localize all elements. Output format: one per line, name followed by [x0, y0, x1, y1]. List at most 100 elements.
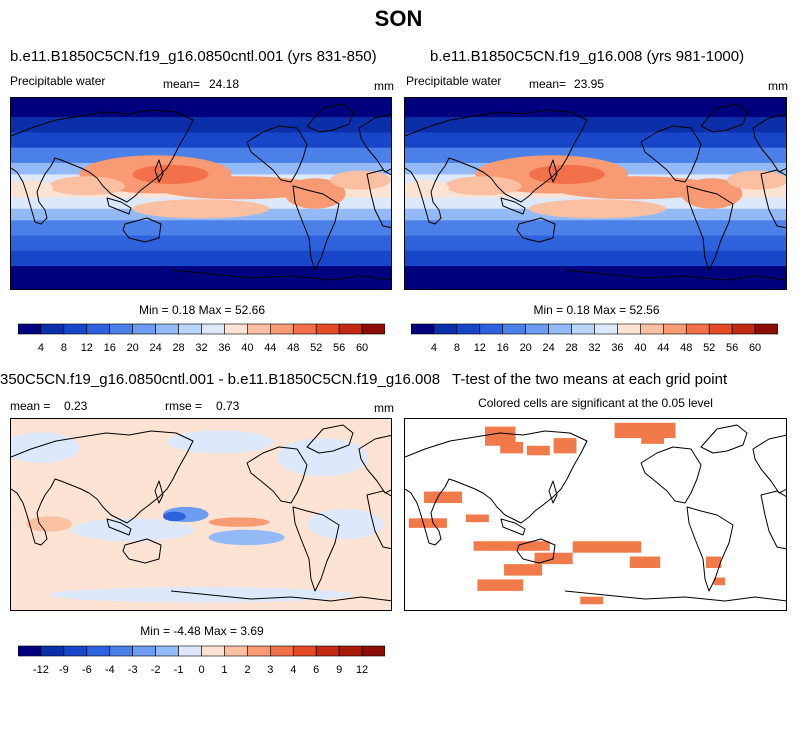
colorbar-swatch-5 — [132, 323, 156, 335]
colorbar-tick-label: 32 — [588, 342, 601, 354]
panel4-map — [404, 418, 787, 611]
field-blob-4 — [132, 199, 270, 219]
colorbar-swatch-4 — [109, 323, 133, 335]
colorbar-swatch-9 — [224, 645, 248, 657]
colorbar-tick-label: 36 — [611, 342, 624, 354]
diff-blob-2 — [277, 438, 369, 477]
colorbar-tick-label: 40 — [634, 342, 647, 354]
band-10 — [405, 235, 786, 252]
colorbar-tick-label: -4 — [104, 664, 115, 676]
significant-cell-11 — [504, 564, 543, 576]
colorbar-tick-label: -9 — [58, 664, 69, 676]
colorbar-tick-label: 56 — [726, 342, 739, 354]
panel3-units: mm — [374, 401, 394, 415]
colorbar-swatch-14 — [338, 323, 363, 335]
field-blob-3 — [445, 176, 522, 196]
diff-blob-9 — [307, 508, 384, 540]
panel3-mean-label: mean = — [10, 399, 51, 413]
colorbar-tick-label: 20 — [519, 342, 532, 354]
significant-cell-12 — [477, 579, 524, 591]
colorbar-tick-label: 52 — [310, 342, 323, 354]
colorbar-tick-label: 48 — [680, 342, 693, 354]
colorbar-swatch-0 — [17, 323, 42, 335]
colorbar-swatch-15 — [361, 645, 386, 657]
band-10 — [11, 235, 391, 252]
colorbar-swatch-10 — [247, 645, 271, 657]
colorbar-swatch-4 — [109, 645, 133, 657]
panel3-colorbar: -12 -9 -6 -4 -3 -2 -1 0 1 2 3 4 6 9 12 — [17, 644, 386, 678]
colorbar-tick-label: 24 — [542, 342, 555, 354]
panel4-header: T-test of the two means at each grid poi… — [452, 371, 728, 388]
colorbar-swatch-3 — [479, 323, 504, 335]
field-blob-2 — [528, 164, 606, 184]
colorbar-swatch-15 — [754, 323, 779, 335]
diff-blob-10 — [49, 587, 353, 603]
colorbar-tick-label: 40 — [241, 342, 254, 354]
field-blob-7 — [330, 170, 391, 190]
significant-cell-9 — [473, 541, 550, 551]
colorbar-tick-label: 8 — [453, 342, 460, 354]
diff-blob-6 — [208, 529, 285, 546]
colorbar-swatch-13 — [315, 323, 340, 335]
panel3-rmse-label: rmse = — [165, 399, 203, 413]
panel2-units: mm — [768, 79, 788, 93]
colorbar-tick-label: 12 — [473, 342, 486, 354]
colorbar-swatch-15 — [361, 323, 386, 335]
band-9 — [11, 220, 391, 237]
colorbar-swatch-5 — [525, 323, 549, 335]
band-12 — [11, 266, 391, 289]
panel1-units: mm — [374, 79, 394, 93]
colorbar-swatch-6 — [155, 323, 179, 335]
colorbar-swatch-9 — [224, 323, 248, 335]
diff-blob-1 — [166, 430, 274, 454]
colorbar-tick-label: 48 — [287, 342, 300, 354]
colorbar-swatch-10 — [640, 323, 664, 335]
significant-cell-14 — [629, 556, 661, 568]
colorbar-tick-label: 56 — [333, 342, 346, 354]
colorbar-tick-label: 28 — [565, 342, 578, 354]
colorbar-swatch-8 — [201, 645, 225, 657]
significant-cell-6 — [424, 491, 463, 504]
colorbar-swatch-8 — [201, 323, 225, 335]
figure-title: SON — [374, 6, 423, 31]
colorbar-tick-label: 6 — [313, 664, 320, 676]
colorbar-tick-label: 32 — [195, 342, 208, 354]
significant-cell-3 — [553, 438, 577, 454]
colorbar-tick-label: 60 — [355, 342, 369, 354]
panel2-var-label: Precipitable water — [406, 74, 502, 88]
colorbar-swatch-13 — [708, 323, 733, 335]
colorbar-swatch-7 — [571, 323, 595, 335]
diff-blob-5 — [163, 511, 186, 522]
colorbar-swatch-1 — [40, 645, 65, 657]
significant-cell-16 — [713, 577, 726, 586]
colorbar-tick-label: -2 — [150, 664, 161, 676]
panel2-header: b.e11.B1850C5CN.f19_g16.008 (yrs 981-100… — [430, 48, 745, 65]
field-blob-4 — [528, 199, 666, 219]
significant-cell-0 — [485, 426, 516, 446]
diff-blob-7 — [208, 517, 270, 527]
significant-cell-13 — [534, 552, 573, 565]
band-9 — [405, 220, 786, 237]
panel1-minmax: Min = 0.18 Max = 52.66 — [138, 303, 266, 317]
field-blob-1 — [155, 176, 323, 200]
colorbar-swatch-14 — [731, 323, 756, 335]
panel3-header: 350C5CN.f19_g16.0850cntl.001 - b.e11.B18… — [0, 371, 441, 388]
panel3-map — [10, 418, 392, 611]
colorbar-tick-label: 16 — [496, 342, 509, 354]
colorbar-swatch-7 — [178, 323, 202, 335]
panel1-mean-value: 24.18 — [209, 77, 240, 91]
field-blob-7 — [726, 170, 786, 190]
colorbar-tick-label: -12 — [32, 664, 49, 676]
field-blob-3 — [49, 176, 125, 196]
panel1-mean-label: mean= — [163, 77, 201, 91]
colorbar-swatch-10 — [247, 323, 271, 335]
colorbar-tick-label: 16 — [103, 342, 116, 354]
panel3-minmax: Min = -4.48 Max = 3.69 — [140, 624, 264, 638]
colorbar-tick-label: 2 — [244, 664, 251, 676]
colorbar-tick-label: 3 — [267, 664, 274, 676]
colorbar-tick-label: 12 — [80, 342, 93, 354]
diff-blob-8 — [26, 516, 72, 532]
significant-cell-8 — [465, 514, 489, 523]
panel1-var-label: Precipitable water — [10, 74, 106, 88]
colorbar-tick-label: 28 — [172, 342, 185, 354]
